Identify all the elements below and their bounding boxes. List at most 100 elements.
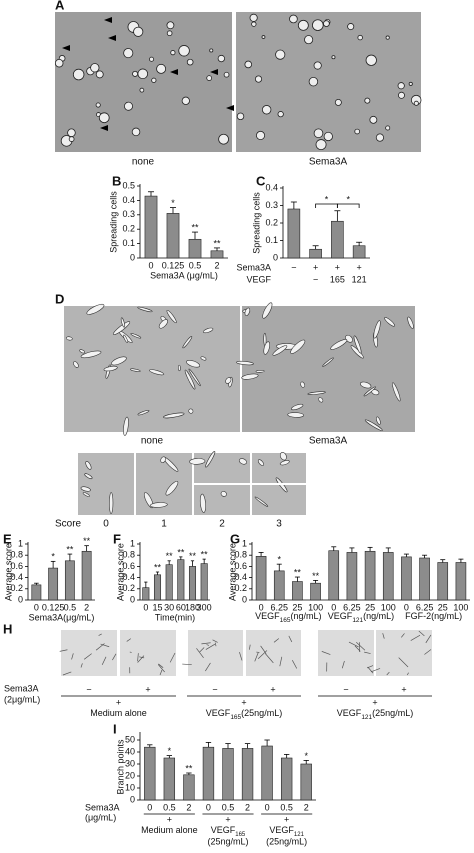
y-tick-label: 0.8 — [122, 550, 135, 560]
tube — [98, 633, 102, 636]
bar — [210, 250, 224, 259]
cell — [139, 87, 145, 93]
y-tick-label: 0.5 — [122, 180, 135, 190]
group-name: Medium alone — [141, 825, 198, 835]
error-bar — [155, 571, 160, 575]
tube — [137, 653, 139, 662]
x-tick-label: 0.5 — [189, 260, 202, 270]
cell — [223, 71, 230, 78]
group-label: VEGF165 — [211, 825, 246, 837]
cell — [80, 350, 102, 359]
error-bar — [50, 560, 56, 569]
cell — [67, 128, 76, 138]
cell — [111, 356, 127, 366]
y-tick-label: 0 — [18, 594, 23, 604]
group-name: VEGF — [255, 611, 280, 621]
error-bar — [294, 576, 300, 582]
cell — [133, 26, 144, 37]
error-bar — [213, 247, 221, 251]
tube — [212, 639, 218, 643]
y-tick-label: 1 — [242, 538, 247, 548]
y-tick-label: 0 — [273, 252, 278, 262]
bracket — [336, 203, 360, 208]
tube — [62, 671, 72, 676]
error-bar — [440, 559, 446, 563]
tube — [257, 650, 268, 659]
tube — [100, 643, 110, 648]
bar — [280, 757, 293, 801]
group-sub: 121 — [361, 714, 372, 721]
significance: * — [277, 555, 281, 565]
x-tick-label: 0 — [331, 602, 336, 612]
error-bar — [166, 755, 173, 758]
x-tick-label: 25 — [292, 602, 302, 612]
error-bar — [264, 739, 270, 746]
cell — [373, 320, 381, 339]
cell — [244, 60, 253, 69]
bar — [382, 552, 394, 601]
cell — [308, 76, 319, 87]
tube — [367, 666, 374, 674]
tube — [410, 634, 421, 641]
y-tick-label: 1 — [130, 538, 135, 548]
tube — [196, 648, 204, 658]
row-label: (μg/mL) — [85, 812, 116, 822]
significance: ** — [213, 238, 221, 248]
cell — [156, 63, 167, 74]
tube — [264, 653, 274, 664]
significance: * — [168, 746, 172, 756]
sign: − — [86, 684, 91, 694]
y-tick-label: 0.3 — [265, 200, 278, 210]
cell — [131, 127, 141, 137]
cell — [151, 77, 157, 83]
sign: + — [401, 684, 406, 694]
panel-letter: B — [112, 173, 121, 188]
cell — [225, 377, 232, 384]
cell — [160, 456, 166, 463]
sign: + — [270, 684, 275, 694]
y-tick-label: 0.1 — [265, 235, 278, 245]
micrograph — [64, 306, 240, 432]
x-tick-label: 2 — [84, 602, 89, 612]
significance: ** — [177, 547, 185, 557]
sign: + — [284, 814, 289, 824]
micrograph — [246, 630, 301, 676]
cell — [354, 128, 361, 135]
row-label: VEGF — [246, 274, 271, 284]
tube — [158, 663, 164, 668]
group-name: VEGF — [206, 708, 231, 718]
tube — [406, 672, 409, 676]
cell — [54, 58, 64, 68]
cell — [363, 386, 376, 397]
y-tick-label: 0.4 — [122, 572, 135, 582]
cell — [220, 491, 227, 497]
bar — [81, 550, 92, 601]
x-tick-label: 0 — [34, 602, 39, 612]
tube — [80, 663, 83, 668]
cell — [186, 58, 194, 66]
bar — [163, 757, 176, 801]
cell — [364, 419, 383, 431]
cell — [149, 56, 155, 62]
error-bar — [290, 201, 297, 209]
tube — [418, 630, 425, 637]
tube — [273, 638, 280, 643]
cell — [150, 502, 168, 508]
cell — [79, 349, 86, 354]
significance: ** — [166, 551, 174, 561]
cell — [206, 75, 213, 81]
cell — [375, 133, 385, 142]
group-name: Medium alone — [90, 708, 147, 718]
score-label: Score — [55, 519, 82, 530]
panel-letter: E — [3, 531, 12, 546]
cell — [313, 61, 322, 70]
y-axis-label: Spreading cells — [108, 191, 118, 253]
caption: Sema3A — [309, 436, 348, 447]
cell — [359, 381, 372, 389]
arrow — [104, 17, 112, 23]
x-tick-label: 6.25 — [416, 602, 434, 612]
group-name: FGF-2 — [405, 611, 431, 621]
tube — [382, 633, 385, 639]
caption: none — [141, 436, 164, 447]
